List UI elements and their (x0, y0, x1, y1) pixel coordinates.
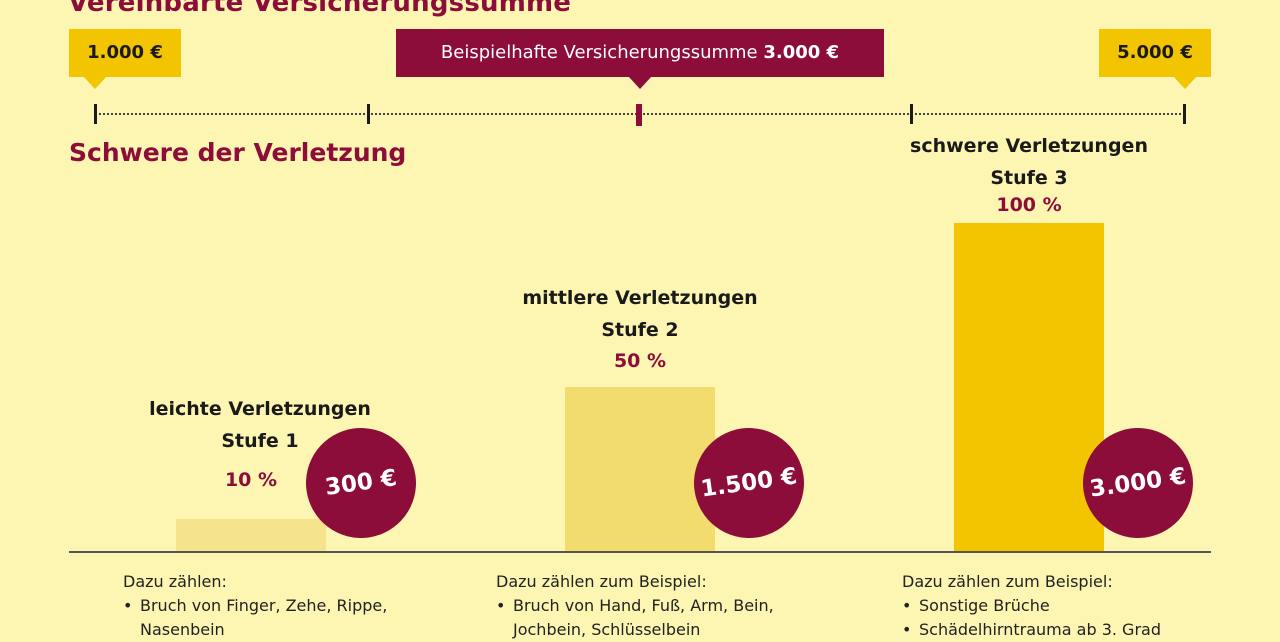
min-sum-flag: 1.000 € (69, 29, 181, 89)
bar-label-level-2: mittlere Verletzungen Stufe 2 (510, 282, 770, 346)
stage-label: Stufe 1 (221, 430, 299, 452)
bar-label-level-1: leichte Verletzungen Stufe 1 (130, 393, 390, 457)
scale-tick-end (1183, 104, 1186, 124)
scale-tick (910, 104, 913, 124)
bar-level-1 (176, 519, 326, 552)
chart-baseline (69, 551, 1211, 553)
percent-label: 10 % (224, 469, 278, 491)
example-sum-label: Beispielhafte Versicherungssumme (440, 42, 764, 63)
details-heading: Dazu zählen: (123, 572, 227, 591)
details-item: Sonstige Brüche (902, 594, 1161, 618)
scale-tick-start (94, 104, 97, 124)
example-sum-banner: Beispielhafte Versicherungssumme 3.000 € (396, 29, 884, 89)
stage-label: Stufe 2 (601, 319, 679, 341)
scale-marker-example (636, 104, 642, 126)
details-item: Bruch von Finger, Zehe, Rippe,Nasenbein (123, 594, 387, 642)
bar-label-level-3: schwere Verletzungen Stufe 3 (899, 130, 1159, 194)
example-sum-value: 3.000 € (763, 42, 840, 63)
details-level-2: Dazu zählen zum Beispiel: Bruch von Hand… (496, 570, 774, 642)
category-label: schwere Verletzungen (910, 135, 1148, 157)
percent-label: 100 % (996, 194, 1062, 216)
details-level-1: Dazu zählen: Bruch von Finger, Zehe, Rip… (123, 570, 387, 642)
scale-tick (367, 104, 370, 124)
details-list: Bruch von Finger, Zehe, Rippe,Nasenbein (123, 594, 387, 642)
details-item: Schädelhirntrauma ab 3. Grad (902, 618, 1161, 642)
details-heading: Dazu zählen zum Beispiel: (902, 572, 1113, 591)
details-item: Bruch von Hand, Fuß, Arm, Bein,Jochbein,… (496, 594, 774, 642)
details-list: Bruch von Hand, Fuß, Arm, Bein,Jochbein,… (496, 594, 774, 642)
details-heading: Dazu zählen zum Beispiel: (496, 572, 707, 591)
percent-label: 50 % (613, 350, 667, 372)
category-label: leichte Verletzungen (149, 398, 371, 420)
stage-label: Stufe 3 (990, 167, 1068, 189)
max-sum-flag: 5.000 € (1099, 29, 1211, 89)
bar-level-2 (565, 387, 715, 552)
category-label: mittlere Verletzungen (522, 287, 758, 309)
bar-level-3 (954, 223, 1104, 552)
page-title: Vereinbarte Versicherungssumme (68, 0, 572, 18)
details-level-3: Dazu zählen zum Beispiel: Sonstige Brüch… (902, 570, 1161, 642)
details-list: Sonstige Brüche Schädelhirntrauma ab 3. … (902, 594, 1161, 642)
section-title: Schwere der Verletzung (69, 138, 407, 167)
